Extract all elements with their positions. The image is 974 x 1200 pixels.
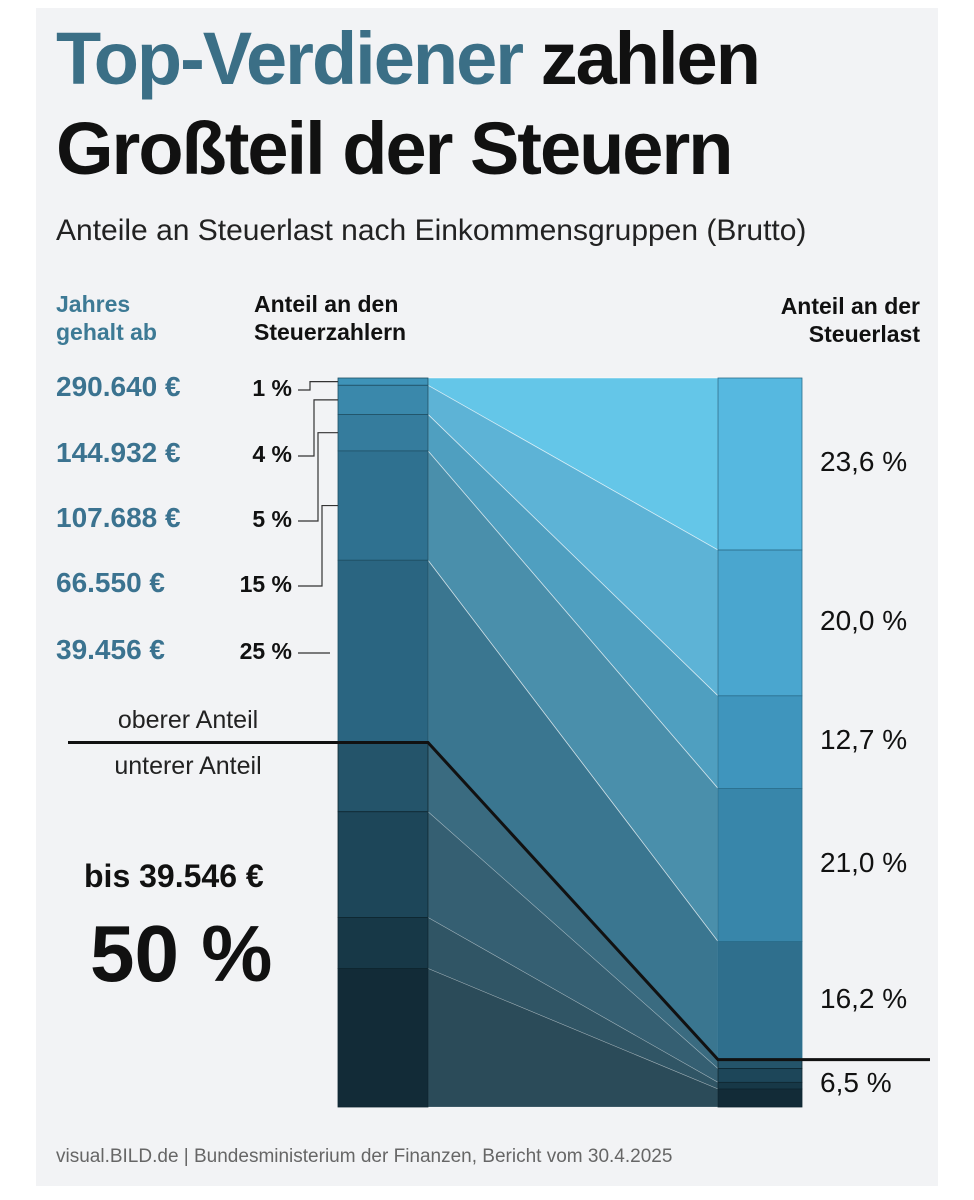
divider-upper-label: oberer Anteil [117,706,259,734]
salary-threshold-4: 66.550 € [56,567,165,598]
salary-threshold-5: 39.456 € [56,634,165,665]
taxpayer-share-label-5: 25 % [239,638,292,664]
source-note: visual.BILD.de | Bundesministerium der F… [56,1146,673,1167]
taxpayer-share-label-4: 15 % [239,571,292,597]
salary-threshold-2: 144.932 € [56,437,181,468]
bar-left-5 [337,559,429,743]
taxload-share-label-2: 20,0 % [820,604,908,636]
lower-group-label: bis 39.546 € [84,858,264,894]
connector-3 [298,432,338,522]
header-taxpayers-line-1: Anteil an den [254,291,399,317]
bar-right-5 [717,941,803,1061]
bar-right-4 [717,788,803,942]
bar-left-4 [337,450,429,561]
salary-threshold-3: 107.688 € [56,502,181,533]
header-taxpayers-line-2: Steuerzahlern [254,319,407,345]
taxpayer-share-label-3: 5 % [252,506,292,532]
bar-right-lower-3 [717,1081,803,1090]
taxload-share-label-3: 12,7 % [820,724,908,756]
taxload-share-label-4: 21,0 % [820,846,908,878]
header-taxpayers: Anteil an den Steuerzahlern [254,290,406,346]
salary-threshold-1: 290.640 € [56,371,181,402]
bar-right-lower-4 [717,1088,803,1108]
headline-rest: zahlen [522,17,761,100]
connector-1 [298,381,338,391]
bar-left-2 [337,384,429,415]
bar-left-1 [337,377,429,386]
subtitle: Anteile an Steuerlast nach Einkommensgru… [56,214,807,247]
bar-right-lower-2 [717,1068,803,1083]
header-taxload-line-2: Steuerlast [808,321,920,347]
divider-line [68,741,930,1062]
bar-left-lower-3 [337,917,429,969]
taxpayer-share-label-1: 1 % [252,375,292,401]
taxpayer-share-label-2: 4 % [252,441,292,467]
bar-left-3 [337,414,429,452]
header-salary: Jahres gehalt ab [56,290,157,346]
headline-line-2: Großteil der Steuern [56,107,733,190]
header-salary-line-1: Jahres [56,291,131,317]
header-taxload-line-1: Anteil an der [780,293,920,319]
bar-right-1 [717,377,803,551]
bar-left-lower-2 [337,811,429,918]
headline-accent: Top-Verdiener [56,17,524,100]
taxload-share-label-lower: 6,5 % [820,1067,892,1099]
connector-4 [298,504,338,587]
connector-2 [298,399,338,457]
lower-group-share: 50 % [90,909,273,998]
bar-left-lower-1 [337,742,429,813]
taxload-share-label-5: 16,2 % [820,982,908,1014]
headline-line-1: Top-Verdiener zahlen [56,16,761,102]
bar-right-2 [717,549,803,697]
taxload-share-label-1: 23,6 % [820,446,908,478]
bar-right-3 [717,695,803,789]
divider-lower-label: unterer Anteil [114,752,262,780]
header-salary-line-2: gehalt ab [56,319,157,345]
header-taxload: Anteil an der Steuerlast [760,292,920,348]
bar-left-lower-4 [337,968,429,1108]
